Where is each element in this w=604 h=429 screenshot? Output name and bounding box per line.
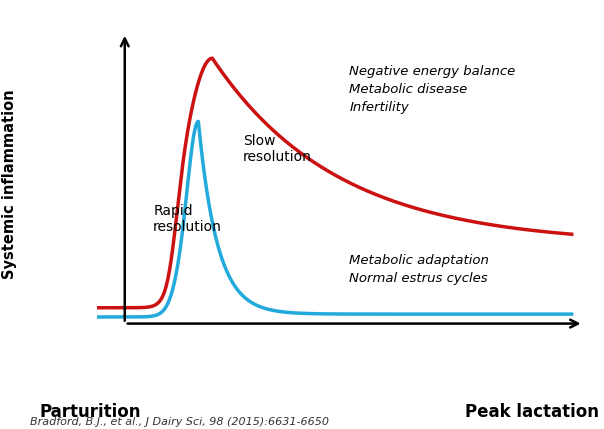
Text: Metabolic adaptation
Normal estrus cycles: Metabolic adaptation Normal estrus cycle… — [349, 254, 489, 285]
Text: Bradford, B.J., et al., J Dairy Sci, 98 (2015):6631-6650: Bradford, B.J., et al., J Dairy Sci, 98 … — [30, 417, 329, 427]
Text: Peak lactation: Peak lactation — [464, 403, 599, 421]
Text: Parturition: Parturition — [40, 403, 141, 421]
Text: Systemic inflammation: Systemic inflammation — [2, 89, 17, 279]
Text: Negative energy balance
Metabolic disease
Infertility: Negative energy balance Metabolic diseas… — [349, 64, 516, 114]
Text: Slow
resolution: Slow resolution — [243, 134, 312, 164]
Text: Rapid
resolution: Rapid resolution — [153, 203, 222, 234]
